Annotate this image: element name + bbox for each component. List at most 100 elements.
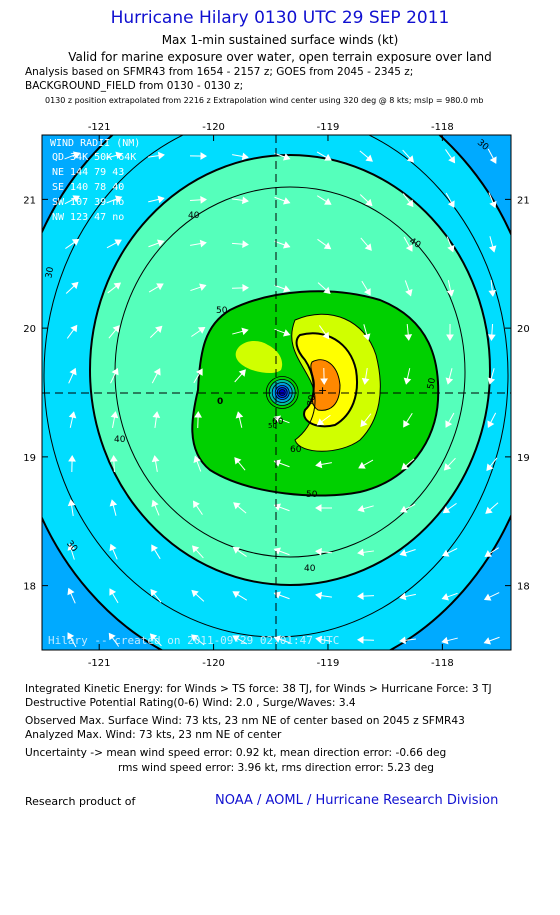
wind-arrow-head [241, 327, 249, 336]
contour-label: 50 [306, 490, 318, 500]
y-tick-label-right: 20 [517, 324, 530, 335]
x-tick-label-top: -120 [202, 122, 225, 133]
wind-arrow-head [323, 286, 331, 294]
contour-label: 40 [304, 564, 316, 574]
wind-arrow-head [320, 378, 328, 385]
wind-arrow-head [399, 549, 407, 557]
exposure-note: Valid for marine exposure over water, op… [68, 50, 492, 64]
wind-arrow-head [115, 151, 123, 160]
wind-arrow-head [283, 285, 291, 293]
uncertainty-mean: Uncertainty -> mean wind speed error: 0.… [25, 747, 447, 759]
wind-arrow-head [315, 591, 323, 600]
position-note: 0130 z position extrapolated from 2216 z… [45, 96, 484, 105]
wind-arrow-head [199, 239, 207, 248]
y-tick-label-right: 19 [517, 453, 530, 464]
wind-arrow-head [283, 197, 291, 205]
wind-arrow-head [364, 243, 372, 251]
wind-arrow-head [68, 411, 77, 419]
contour-label: 30 [44, 266, 56, 279]
wind-arrow-head [67, 632, 75, 640]
contour-label: 70 [306, 394, 318, 407]
wind-arrow-head [70, 324, 78, 333]
wind-arrow-head [405, 244, 413, 252]
wind-arrow-head [114, 239, 122, 247]
wind-arrow-head [365, 154, 373, 162]
wind-arrow-head [193, 455, 201, 464]
wind-arrow-head [233, 502, 241, 510]
wind-arrow-head [360, 419, 368, 428]
wind-arrow-head [399, 592, 407, 601]
wind-arrow-head [149, 633, 158, 641]
wind-arrow-head [316, 418, 325, 426]
wind-arrow-head [197, 326, 206, 334]
x-tick-label-top: -119 [317, 122, 340, 133]
wind-arrow-head [72, 151, 81, 159]
chart-subtitle: Max 1-min sustained surface winds (kt) [161, 33, 399, 47]
wind-arrow-head [67, 543, 75, 551]
wind-contour-layer: 30 30 30 40 40 40 40 50 50 50 60 60 70 0… [42, 135, 511, 650]
wind-arrow-head [357, 548, 365, 557]
x-tick-label-top: -118 [431, 122, 454, 133]
chart-title: Hurricane Hilary 0130 UTC 29 SEP 2011 [110, 8, 450, 28]
wind-arrow-head [315, 547, 322, 556]
lat-lon-grid [42, 135, 511, 650]
wind-arrow-head [488, 290, 497, 297]
wind-arrow-head [234, 457, 242, 465]
wind-arrow-head [406, 199, 414, 208]
wind-arrow-head [446, 334, 454, 341]
wind-arrow-head [404, 334, 413, 341]
wind-arrow-head [241, 196, 249, 205]
x-tick-label: -118 [431, 658, 454, 669]
contour-label: 60 [272, 417, 284, 427]
wind-arrow-head [232, 546, 241, 554]
background-field: BACKGROUND_FIELD from 0130 - 0130 z; [25, 80, 244, 92]
wind-arrow-head [238, 369, 246, 377]
wind-arrow-head [235, 411, 244, 419]
wind-arrow-head [315, 460, 323, 469]
plot-frame [41, 134, 512, 651]
contour-label: 40 [114, 435, 126, 445]
wind-field-chart: 30 30 30 40 40 40 40 50 50 50 60 60 70 0… [23, 122, 530, 669]
noaa-credit: NOAA / AOML / Hurricane Research Divisio… [215, 793, 499, 808]
wind-arrow-head [157, 195, 165, 204]
wind-arrow-head [399, 636, 406, 645]
max-wind-marker: + [318, 384, 327, 397]
wind-arrow-head [109, 455, 118, 462]
wind-arrow-head [489, 156, 497, 164]
wind-arrow-head [489, 200, 497, 209]
wind-arrow-head [441, 593, 449, 601]
wind-arrow-head [488, 245, 497, 253]
wind-radii-table: WIND RADII (NM) QD 34K 50K 64K NE 144 79… [50, 138, 140, 223]
contour-label: 60 [290, 445, 302, 455]
wind-arrow-head [200, 152, 207, 160]
wind-arrow-head [322, 331, 330, 340]
x-tick-label: -119 [317, 658, 340, 669]
x-tick-label: -121 [88, 658, 111, 669]
wind-arrow-head [232, 591, 240, 598]
wind-arrow-head [361, 377, 370, 385]
wind-arrow-head [109, 543, 117, 552]
wind-arrow-head [403, 420, 410, 428]
wind-arrow-head [151, 455, 160, 463]
wind-arrow-head [401, 462, 409, 470]
y-tick-label-right: 18 [517, 582, 530, 593]
wind-arrow-head [67, 587, 75, 596]
wind-arrow-head [109, 588, 117, 596]
wind-arrow-head [156, 283, 164, 291]
wind-arrow-head [109, 499, 118, 507]
wind-arrow-head [400, 505, 408, 513]
y-tick-label: 18 [23, 582, 36, 593]
wind-arrow-head [283, 153, 291, 161]
wind-arrow-head [69, 367, 77, 376]
wind-radii-header: QD 34K 50K 64K [52, 152, 136, 163]
wind-radii-row: SW 107 39 no [52, 197, 124, 208]
research-product-label: Research product of [25, 795, 136, 808]
wind-arrow-head [446, 289, 455, 297]
wind-arrow-head [273, 635, 281, 643]
wind-arrow-head [447, 200, 455, 208]
wind-radii-row: NE 144 79 43 [52, 167, 124, 178]
wind-arrow-head [155, 325, 163, 334]
inflow-notch [235, 340, 283, 374]
wind-arrow-head [273, 415, 282, 423]
wind-arrow-head [191, 589, 199, 598]
